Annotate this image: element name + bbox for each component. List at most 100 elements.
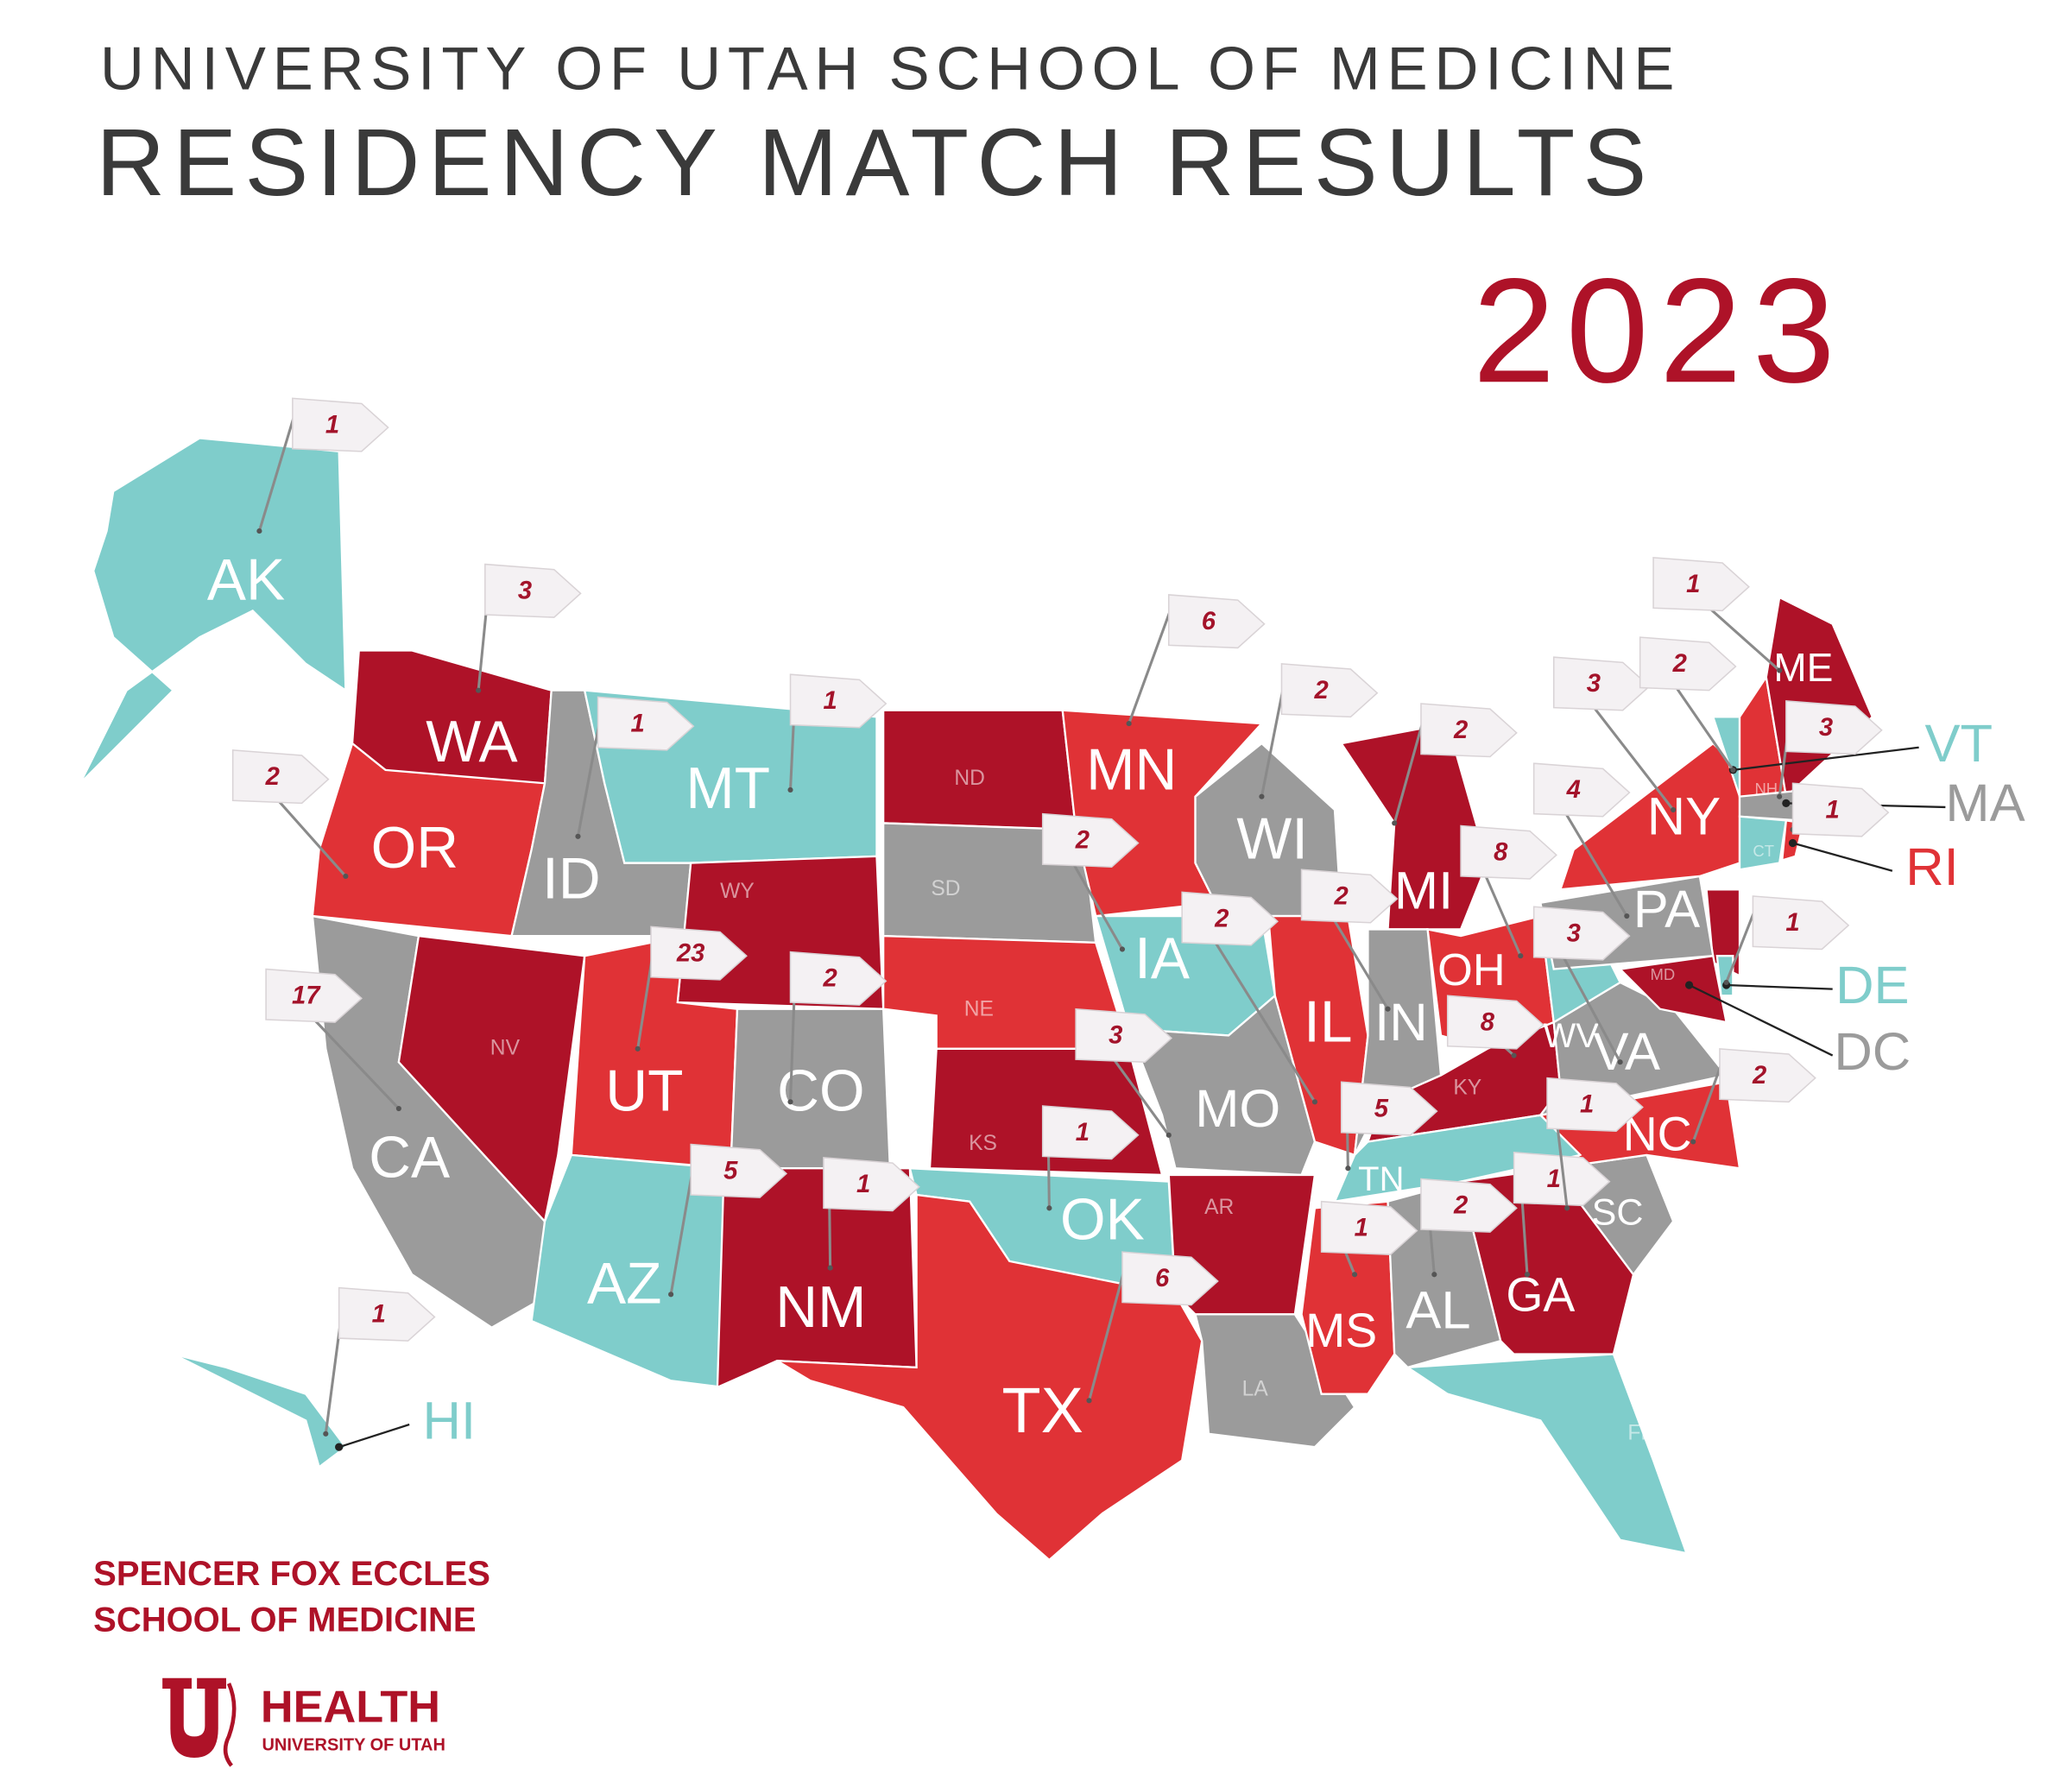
state-label: GA xyxy=(1506,1268,1575,1322)
flag xyxy=(1639,636,1737,692)
flag-count: 3 xyxy=(1567,919,1581,947)
flag xyxy=(1420,703,1518,758)
state-shape xyxy=(397,934,586,1224)
flag xyxy=(1652,557,1750,612)
logo-mark xyxy=(162,1677,226,1759)
flag-count: 3 xyxy=(1109,1022,1122,1050)
flag-count: 2 xyxy=(265,763,280,791)
flag-count: 23 xyxy=(676,939,704,967)
state-shape xyxy=(1715,955,1734,997)
flag xyxy=(484,563,582,618)
pin-tip xyxy=(1431,1272,1437,1278)
flag-pin xyxy=(257,403,300,532)
flag xyxy=(1752,895,1850,951)
flag-count: 3 xyxy=(1587,670,1601,698)
flag xyxy=(690,1143,788,1198)
state-label: SD xyxy=(931,877,960,900)
leader-line xyxy=(1733,746,1919,772)
leader-line xyxy=(1689,983,1834,1057)
u-logo xyxy=(162,1677,237,1767)
flag-count: 4 xyxy=(1566,776,1581,804)
school-name: SCHOOL OF MEDICINE xyxy=(93,1601,476,1639)
pin-tip xyxy=(1166,1132,1172,1138)
pin-tip xyxy=(1777,793,1783,799)
pin-tip xyxy=(1311,1099,1318,1105)
flag-count: 2 xyxy=(1752,1062,1766,1090)
flag-count: 1 xyxy=(824,687,837,715)
leader-dot xyxy=(335,1443,344,1451)
flag-count: 2 xyxy=(1672,650,1687,678)
state-label: WA xyxy=(426,710,517,774)
flag-count: 8 xyxy=(1494,839,1508,867)
state-label: KY xyxy=(1453,1076,1481,1099)
state-label: KS xyxy=(969,1132,997,1155)
flag-count: 1 xyxy=(856,1171,870,1198)
pin-tip xyxy=(1119,946,1126,952)
flag-count: 2 xyxy=(1214,905,1229,932)
flag xyxy=(1300,869,1399,924)
pin-tip xyxy=(1345,1165,1351,1172)
flag-count: 6 xyxy=(1202,608,1216,635)
pin-tip xyxy=(343,873,349,880)
state-label: WY xyxy=(720,880,755,903)
flag-count: 2 xyxy=(1453,1192,1468,1220)
pin-tip xyxy=(395,1105,401,1112)
state-label: WI xyxy=(1236,806,1308,871)
flag-count: 3 xyxy=(1819,714,1833,742)
flag xyxy=(823,1157,920,1212)
flag-count: 2 xyxy=(1453,717,1468,744)
pin-tip xyxy=(787,1099,793,1105)
state-label: DE xyxy=(1835,956,1909,1015)
pin-tip xyxy=(1086,1398,1092,1404)
flag-count: 2 xyxy=(823,965,837,993)
state-label: MN xyxy=(1086,737,1177,802)
state-label: RI xyxy=(1905,837,1959,897)
state-label: CA xyxy=(369,1125,450,1190)
flag xyxy=(338,1286,436,1342)
state-label: HI xyxy=(423,1391,477,1450)
pin-tip xyxy=(1564,1205,1570,1211)
pin-tip xyxy=(635,1045,641,1052)
state-label: AL xyxy=(1406,1281,1470,1341)
flag-count: 2 xyxy=(1334,882,1349,910)
leader-dot xyxy=(1782,799,1791,807)
state-shape xyxy=(1738,815,1788,871)
state-label: IA xyxy=(1134,926,1190,991)
leader-dot xyxy=(1788,838,1797,848)
state-label: MD xyxy=(1650,965,1675,983)
year: 2023 xyxy=(1473,248,1846,414)
state-label: VT xyxy=(1924,714,1993,774)
flag xyxy=(1168,594,1266,649)
state-label: CT xyxy=(1753,842,1774,860)
state-shape xyxy=(1127,994,1317,1177)
flag xyxy=(789,673,888,729)
state-label: NM xyxy=(775,1275,866,1340)
logo-mark xyxy=(223,1682,237,1767)
flag-count: 1 xyxy=(325,411,339,439)
flag xyxy=(1791,782,1890,837)
flag xyxy=(1075,1008,1173,1063)
flag xyxy=(1513,1151,1611,1207)
pin-tip xyxy=(1511,1052,1517,1058)
state-label: MT xyxy=(685,756,770,821)
state-shape xyxy=(172,1353,347,1469)
flag-count: 2 xyxy=(1313,677,1328,704)
title: RESIDENCY MATCH RESULTS xyxy=(96,110,1654,216)
pin-tip xyxy=(1126,721,1132,727)
flag-count: 1 xyxy=(1785,909,1799,937)
flag-pin xyxy=(1088,1256,1129,1401)
flag xyxy=(650,925,748,981)
flag xyxy=(1460,824,1557,880)
state-label: LA xyxy=(1242,1378,1269,1401)
flag-count: 1 xyxy=(1686,571,1700,598)
state-label: ID xyxy=(542,846,601,911)
state-shape xyxy=(1618,954,1728,1024)
leader-line xyxy=(338,1423,410,1449)
state-label: PA xyxy=(1633,880,1700,939)
flag xyxy=(1121,1251,1219,1306)
school-name: SPENCER FOX ECCLES xyxy=(93,1555,490,1593)
flag xyxy=(231,749,330,805)
pin-tip xyxy=(1723,979,1729,986)
